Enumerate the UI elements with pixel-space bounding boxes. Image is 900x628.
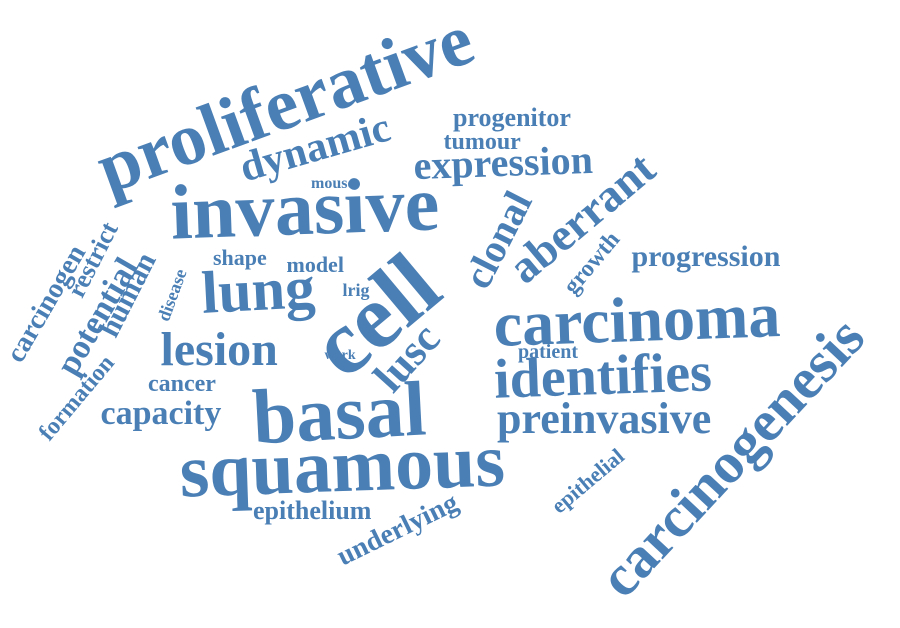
word-epithelium: epithelium — [253, 496, 372, 525]
word-lrig: lrig — [342, 280, 370, 300]
word-progenitor: progenitor — [453, 103, 571, 132]
word-disease: disease — [153, 266, 191, 324]
word-cancer: cancer — [148, 371, 216, 397]
word-patient: patient — [518, 341, 578, 363]
word-lesion: lesion — [160, 323, 278, 376]
word-preinvasive: preinvasive — [497, 394, 712, 443]
word-work: work — [324, 348, 356, 363]
word-progression: progression — [631, 240, 781, 273]
word-model: model — [286, 252, 344, 277]
word-shape: shape — [213, 245, 267, 270]
word-expression: expression — [412, 136, 594, 189]
word-invasive: invasive — [169, 159, 441, 256]
word-epithelial: epithelial — [546, 443, 629, 519]
word-capacity: capacity — [100, 395, 222, 432]
word-mouse: mouse — [311, 175, 355, 192]
word-tumour: tumour — [443, 129, 521, 155]
